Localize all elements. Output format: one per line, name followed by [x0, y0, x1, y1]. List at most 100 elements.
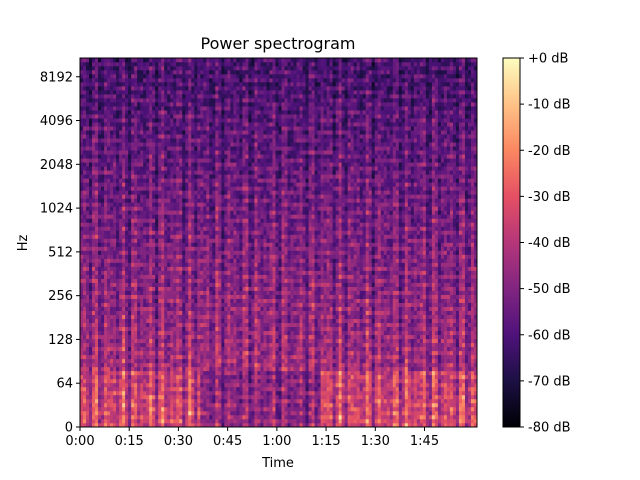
- heatmap-cell: [101, 226, 104, 230]
- heatmap-cell: [215, 154, 218, 158]
- heatmap-cell: [140, 395, 143, 399]
- heatmap-cell: [218, 339, 221, 343]
- heatmap-cell: [155, 275, 158, 279]
- heatmap-cell: [203, 267, 206, 271]
- heatmap-cell: [110, 415, 113, 419]
- heatmap-cell: [152, 407, 155, 411]
- heatmap-cell: [215, 78, 218, 82]
- heatmap-cell: [239, 259, 242, 263]
- heatmap-cell: [236, 106, 239, 110]
- heatmap-cell: [110, 247, 113, 251]
- heatmap-cell: [224, 206, 227, 210]
- heatmap-cell: [107, 243, 110, 247]
- heatmap-cell: [119, 106, 122, 110]
- heatmap-cell: [152, 186, 155, 190]
- heatmap-cell: [152, 202, 155, 206]
- heatmap-cell: [155, 102, 158, 106]
- heatmap-cell: [209, 411, 212, 415]
- heatmap-cell: [185, 399, 188, 403]
- heatmap-cell: [227, 391, 230, 395]
- heatmap-cell: [140, 126, 143, 130]
- heatmap-cell: [221, 66, 224, 70]
- heatmap-cell: [203, 323, 206, 327]
- heatmap-cell: [131, 279, 134, 283]
- heatmap-cell: [89, 387, 92, 391]
- heatmap-cell: [179, 383, 182, 387]
- heatmap-cell: [218, 154, 221, 158]
- heatmap-cell: [200, 134, 203, 138]
- heatmap-cell: [134, 234, 137, 238]
- heatmap-cell: [140, 387, 143, 391]
- heatmap-cell: [215, 347, 218, 351]
- heatmap-cell: [194, 327, 197, 331]
- heatmap-cell: [194, 146, 197, 150]
- heatmap-cell: [155, 295, 158, 299]
- heatmap-cell: [206, 411, 209, 415]
- heatmap-cell: [86, 186, 89, 190]
- heatmap-cell: [203, 395, 206, 399]
- heatmap-cell: [101, 198, 104, 202]
- heatmap-cell: [188, 174, 191, 178]
- heatmap-cell: [89, 126, 92, 130]
- heatmap-cell: [110, 154, 113, 158]
- heatmap-cell: [203, 222, 206, 226]
- heatmap-cell: [152, 134, 155, 138]
- heatmap-cell: [131, 234, 134, 238]
- heatmap-cell: [122, 331, 125, 335]
- heatmap-cell: [137, 263, 140, 267]
- heatmap-cell: [230, 170, 233, 174]
- heatmap-cell: [197, 198, 200, 202]
- heatmap-cell: [101, 154, 104, 158]
- heatmap-cell: [86, 371, 89, 375]
- heatmap-cell: [104, 82, 107, 86]
- heatmap-cell: [206, 138, 209, 142]
- heatmap-cell: [116, 110, 119, 114]
- heatmap-cell: [167, 339, 170, 343]
- heatmap-cell: [140, 251, 143, 255]
- heatmap-cell: [92, 323, 95, 327]
- heatmap-cell: [188, 359, 191, 363]
- heatmap-cell: [191, 66, 194, 70]
- heatmap-cell: [86, 303, 89, 307]
- heatmap-cell: [149, 403, 152, 407]
- heatmap-cell: [179, 355, 182, 359]
- heatmap-cell: [158, 134, 161, 138]
- heatmap-cell: [200, 283, 203, 287]
- heatmap-cell: [194, 299, 197, 303]
- heatmap-cell: [239, 194, 242, 198]
- heatmap-cell: [242, 363, 245, 367]
- heatmap-cell: [191, 395, 194, 399]
- heatmap-cell: [140, 118, 143, 122]
- heatmap-cell: [173, 130, 176, 134]
- heatmap-cell: [176, 226, 179, 230]
- heatmap-cell: [155, 343, 158, 347]
- heatmap-cell: [161, 114, 164, 118]
- heatmap-cell: [98, 415, 101, 419]
- heatmap-cell: [104, 66, 107, 70]
- heatmap-cell: [173, 186, 176, 190]
- heatmap-cell: [161, 375, 164, 379]
- heatmap-cell: [227, 371, 230, 375]
- heatmap-cell: [152, 226, 155, 230]
- heatmap-cell: [209, 182, 212, 186]
- heatmap-cell: [110, 70, 113, 74]
- heatmap-cell: [188, 118, 191, 122]
- heatmap-cell: [119, 371, 122, 375]
- heatmap-cell: [221, 158, 224, 162]
- heatmap-cell: [155, 66, 158, 70]
- heatmap-cell: [83, 267, 86, 271]
- heatmap-cell: [182, 86, 185, 90]
- heatmap-cell: [173, 263, 176, 267]
- heatmap-cell: [209, 283, 212, 287]
- heatmap-cell: [206, 407, 209, 411]
- heatmap-cell: [197, 391, 200, 395]
- heatmap-cell: [128, 259, 131, 263]
- heatmap-cell: [137, 114, 140, 118]
- heatmap-cell: [194, 395, 197, 399]
- heatmap-cell: [206, 222, 209, 226]
- heatmap-cell: [146, 335, 149, 339]
- heatmap-cell: [110, 263, 113, 267]
- heatmap-cell: [101, 214, 104, 218]
- heatmap-cell: [125, 283, 128, 287]
- heatmap-cell: [239, 395, 242, 399]
